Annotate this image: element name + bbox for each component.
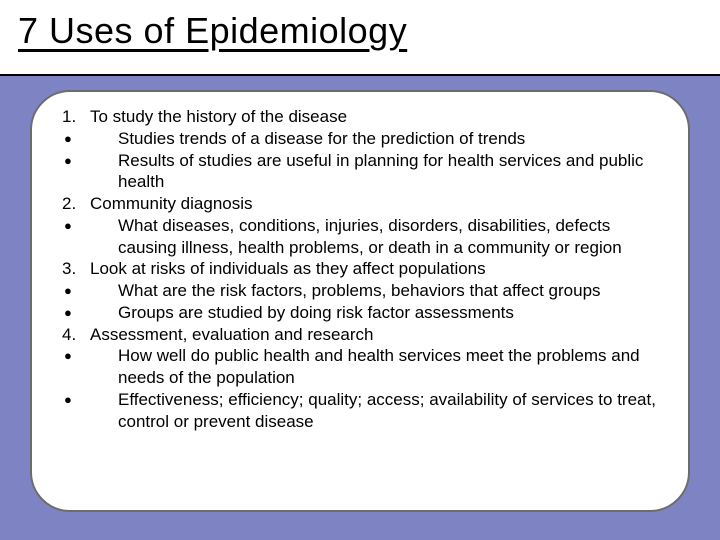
list-item: ● What are the risk factors, problems, b… — [62, 280, 658, 302]
list-text: To study the history of the disease — [90, 106, 658, 128]
list-text: Results of studies are useful in plannin… — [90, 150, 658, 194]
list-item: ● Results of studies are useful in plann… — [62, 150, 658, 194]
list-item: 3. Look at risks of individuals as they … — [62, 258, 658, 280]
bullet-icon: ● — [62, 215, 90, 235]
list-text: What diseases, conditions, injuries, dis… — [90, 215, 658, 259]
list-item: 1. To study the history of the disease — [62, 106, 658, 128]
list-item: ● Groups are studied by doing risk facto… — [62, 302, 658, 324]
list-text: How well do public health and health ser… — [90, 345, 658, 389]
list-item: ● Effectiveness; efficiency; quality; ac… — [62, 389, 658, 433]
bullet-icon: ● — [62, 389, 90, 409]
bullet-icon: ● — [62, 345, 90, 365]
list-text: Assessment, evaluation and research — [90, 324, 658, 346]
list-text: Look at risks of individuals as they aff… — [90, 258, 658, 280]
number-marker: 1. — [62, 106, 90, 128]
slide: 7 Uses of Epidemiology 1. To study the h… — [0, 0, 720, 540]
bullet-icon: ● — [62, 302, 90, 322]
list-item: ● What diseases, conditions, injuries, d… — [62, 215, 658, 259]
bullet-icon: ● — [62, 150, 90, 170]
content-panel: 1. To study the history of the disease ●… — [30, 90, 690, 512]
list-item: 2. Community diagnosis — [62, 193, 658, 215]
bullet-icon: ● — [62, 280, 90, 300]
list-item: ● Studies trends of a disease for the pr… — [62, 128, 658, 150]
list-text: Effectiveness; efficiency; quality; acce… — [90, 389, 658, 433]
slide-title: 7 Uses of Epidemiology — [18, 10, 702, 52]
title-bar: 7 Uses of Epidemiology — [0, 0, 720, 76]
list-text: Groups are studied by doing risk factor … — [90, 302, 658, 324]
list-text: Community diagnosis — [90, 193, 658, 215]
list-item: ● How well do public health and health s… — [62, 345, 658, 389]
bullet-icon: ● — [62, 128, 90, 148]
list-text: What are the risk factors, problems, beh… — [90, 280, 658, 302]
list-item: 4. Assessment, evaluation and research — [62, 324, 658, 346]
number-marker: 4. — [62, 324, 90, 346]
number-marker: 3. — [62, 258, 90, 280]
list-text: Studies trends of a disease for the pred… — [90, 128, 658, 150]
number-marker: 2. — [62, 193, 90, 215]
